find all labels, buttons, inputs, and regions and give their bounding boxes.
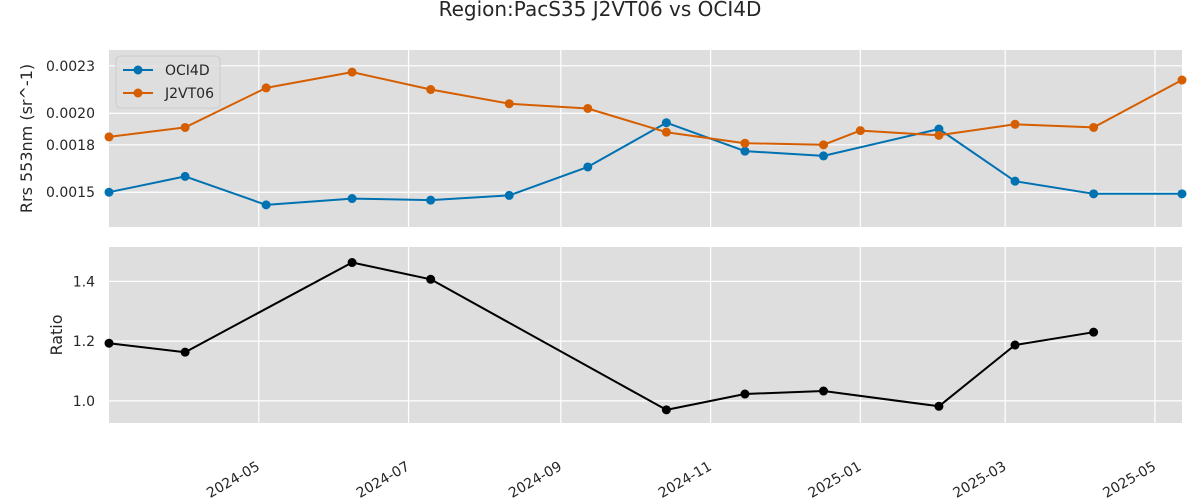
y-tick-label: 0.0020 bbox=[46, 106, 95, 122]
legend-label: OCI4D bbox=[165, 63, 210, 79]
y-axis-label: Rrs 553nm (sr^-1) bbox=[17, 64, 36, 213]
data-point bbox=[740, 146, 750, 156]
data-point bbox=[661, 127, 671, 137]
y-tick-label: 0.0018 bbox=[46, 138, 95, 154]
data-point bbox=[1010, 119, 1020, 129]
x-tick-label: 2024-07 bbox=[354, 459, 413, 500]
panel-1: 0.0015 0.0018 0.0020 0.0023 Rrs 553nm (sr^-1… bbox=[17, 50, 1187, 227]
data-point bbox=[347, 258, 357, 268]
x-tick-label: 2025-03 bbox=[951, 459, 1010, 500]
data-point bbox=[180, 122, 190, 132]
data-point bbox=[347, 67, 357, 77]
y-tick-label: 0.0015 bbox=[46, 185, 95, 201]
plot-background bbox=[109, 247, 1182, 423]
y-tick-label: 0.0023 bbox=[46, 59, 95, 75]
y-tick-label: 1.2 bbox=[73, 334, 95, 350]
legend-label: J2VT06 bbox=[164, 86, 214, 102]
y-tick-label: 1.4 bbox=[73, 274, 95, 290]
data-point bbox=[740, 389, 750, 399]
data-point bbox=[1089, 189, 1099, 199]
data-point bbox=[1089, 327, 1099, 337]
legend-marker bbox=[133, 65, 143, 75]
data-point bbox=[104, 132, 114, 142]
data-point bbox=[583, 162, 593, 172]
panel-2: 1.0 1.2 1.4 Ratio 2024-05 2024-07 2024-09 2024-… bbox=[47, 247, 1182, 500]
data-point bbox=[426, 85, 436, 95]
x-tick-label: 2024-11 bbox=[656, 459, 715, 500]
data-point bbox=[583, 103, 593, 113]
x-tick-label: 2025-01 bbox=[806, 459, 865, 500]
x-tick-label: 2024-05 bbox=[204, 459, 263, 500]
data-point bbox=[740, 138, 750, 148]
data-point bbox=[1010, 340, 1020, 350]
series-line-oci4d bbox=[108, 121, 1182, 206]
data-point bbox=[934, 130, 944, 140]
data-point bbox=[180, 347, 190, 357]
data-point bbox=[934, 124, 944, 134]
data-point bbox=[104, 338, 114, 348]
data-point bbox=[855, 126, 865, 136]
plot-background bbox=[109, 50, 1182, 227]
figure-title: Region:PacS35 J2VT06 vs OCI4D bbox=[439, 0, 762, 21]
x-tick-label: 2024-09 bbox=[506, 459, 565, 500]
data-point bbox=[1010, 176, 1020, 186]
data-point bbox=[426, 274, 436, 284]
data-point bbox=[819, 386, 829, 396]
data-point bbox=[1089, 122, 1099, 132]
data-point bbox=[504, 99, 514, 109]
data-point bbox=[819, 151, 829, 161]
data-point bbox=[661, 118, 671, 128]
data-point bbox=[104, 187, 114, 197]
legend-marker bbox=[133, 88, 143, 98]
y-tick-label: 1.0 bbox=[73, 394, 95, 410]
data-point bbox=[426, 195, 436, 205]
legend: OCI4D J2VT06 bbox=[115, 55, 221, 109]
series-line-ratio bbox=[108, 261, 1094, 411]
y-axis-label: Ratio bbox=[47, 314, 66, 355]
data-point bbox=[1177, 75, 1187, 85]
data-point bbox=[261, 200, 271, 210]
data-point bbox=[934, 401, 944, 411]
data-point bbox=[504, 190, 514, 200]
data-point bbox=[1177, 189, 1187, 199]
data-point bbox=[819, 140, 829, 150]
data-point bbox=[261, 83, 271, 93]
x-tick-label: 2025-05 bbox=[1100, 459, 1159, 500]
data-point bbox=[180, 171, 190, 181]
data-point bbox=[661, 405, 671, 415]
data-point bbox=[347, 194, 357, 204]
